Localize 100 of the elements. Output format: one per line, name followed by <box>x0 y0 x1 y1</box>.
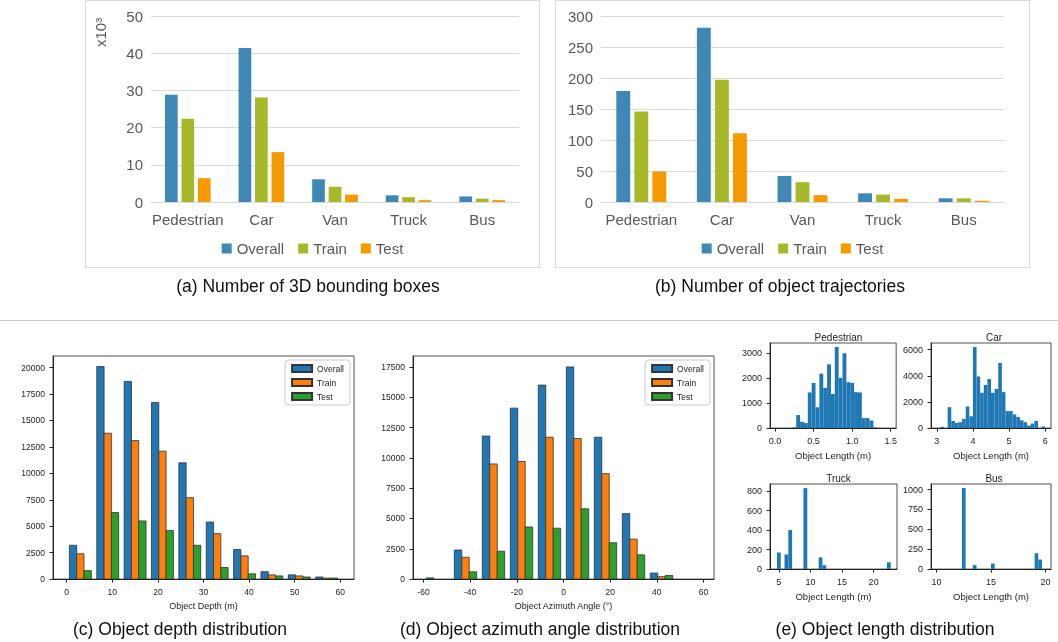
x-tick-label: Van <box>789 211 816 228</box>
y-tick-label: 1000 <box>741 398 762 408</box>
bar <box>894 198 909 202</box>
bar <box>696 27 711 202</box>
x-tick-label: 60 <box>698 586 709 597</box>
x-tick-label: 0.0 <box>768 435 782 446</box>
y-tick-label: 7500 <box>26 494 46 505</box>
x-tick-label: 40 <box>244 586 255 597</box>
legend-label: Test <box>855 240 885 257</box>
bar <box>197 178 211 202</box>
legend-label: Train <box>793 240 827 257</box>
legend-label: Test <box>375 240 405 257</box>
x-tick-label: 60 <box>335 586 346 597</box>
x-axis-title: Object Length (m) <box>952 590 1030 602</box>
bar <box>652 171 667 202</box>
y-tick-label: 50 <box>576 162 593 180</box>
x-axis-title: Object Length (m) <box>795 449 872 461</box>
x-tick-label: 15 <box>986 576 997 587</box>
x-tick-label: 20 <box>868 576 879 587</box>
y-tick-label: 600 <box>746 505 762 516</box>
bar <box>858 193 872 202</box>
x-tick-label: 30 <box>198 586 209 597</box>
y-tick-label: 1000 <box>902 484 924 495</box>
y-tick-label: 150 <box>567 100 593 118</box>
x-tick-label: -20 <box>510 586 524 597</box>
y-tick-label: 500 <box>907 524 924 535</box>
legend-label: Test <box>317 391 334 402</box>
x-tick-label: Pedestrian <box>605 211 678 228</box>
legend-label: Overall <box>677 363 705 374</box>
x-tick-label: Car <box>709 211 734 228</box>
x-tick-label: 5 <box>1006 435 1012 446</box>
bar <box>164 94 178 202</box>
x-tick-label: 15 <box>837 576 848 587</box>
legend-label: Overall <box>317 363 345 374</box>
x-tick-label: Car <box>249 211 274 228</box>
y-tick-label: 0 <box>134 193 143 211</box>
bar <box>402 197 415 202</box>
x-tick-label: 10 <box>107 586 118 597</box>
y-tick-label: 10 <box>126 156 143 174</box>
bar <box>345 194 358 202</box>
x-tick-label: -60 <box>417 586 430 597</box>
y-tick-label: 0 <box>756 564 762 575</box>
y-tick-label: 0 <box>918 423 924 434</box>
x-tick-label: Bus <box>950 211 977 228</box>
y-tick-label: 5000 <box>386 513 406 524</box>
y-tick-label: 15000 <box>21 415 46 426</box>
chart-title: Truck <box>826 472 852 484</box>
y-tick-label: 10000 <box>21 468 46 479</box>
y-tick-label: 750 <box>907 504 924 515</box>
x-axis-title: Object Length (m) <box>952 449 1030 461</box>
chart-title: Pedestrian <box>814 331 863 343</box>
x-axis-title: Object Length (m) <box>795 590 872 602</box>
y-tick-label: 5000 <box>26 521 46 532</box>
x-tick-label: 10 <box>931 576 942 587</box>
x-tick-label: 0.5 <box>807 435 820 446</box>
y-tick-label: 3000 <box>741 347 762 358</box>
y-tick-label: 30 <box>126 81 143 99</box>
x-tick-label: Van <box>322 211 348 228</box>
bar <box>714 79 729 202</box>
y-tick-label: 2000 <box>741 372 762 383</box>
y-tick-label: 15000 <box>381 392 406 403</box>
y-tick-label: 0 <box>918 564 924 575</box>
bar <box>475 198 489 202</box>
chart-title: Car <box>985 331 1003 343</box>
bar <box>459 196 473 202</box>
x-tick-label: 20 <box>153 586 163 597</box>
legend-label: Test <box>677 391 694 402</box>
y-tick-label: 20 <box>126 119 143 137</box>
x-tick-label: 3 <box>934 435 940 446</box>
bar <box>956 198 971 202</box>
y-tick-label: 100 <box>567 131 593 149</box>
bar <box>634 111 649 202</box>
y-tick-label: 17500 <box>381 361 406 372</box>
y-tick-label: 300 <box>567 7 593 25</box>
y-tick-label: 4000 <box>902 370 924 381</box>
y-tick-label: 12500 <box>381 422 406 433</box>
x-axis-title: Object Azimuth Angle (°) <box>514 600 613 611</box>
y-tick-label: 0 <box>584 193 593 211</box>
bar <box>271 152 285 202</box>
y-tick-label: 2500 <box>386 543 406 554</box>
y-tick-label: 12500 <box>21 441 46 452</box>
x-tick-label: Truck <box>864 211 903 228</box>
y-tick-label: 2000 <box>902 396 924 407</box>
legend-label: Train <box>677 377 697 388</box>
bar <box>312 179 325 202</box>
y-tick-label: 20000 <box>21 362 46 373</box>
y-tick-label: 17500 <box>21 389 46 400</box>
x-tick-label: 20 <box>605 586 616 597</box>
y-tick-label: 10000 <box>381 452 406 463</box>
x-tick-label: Bus <box>469 211 496 228</box>
y-tick-label: 50 <box>126 7 143 25</box>
bar <box>777 175 792 202</box>
x-tick-label: 50 <box>289 586 300 597</box>
x-tick-label: Pedestrian <box>151 211 224 228</box>
x-tick-label: 1.0 <box>845 435 859 446</box>
x-axis-title: Object Depth (m) <box>169 600 238 611</box>
y-tick-label: 400 <box>746 525 762 536</box>
y-tick-label: 7500 <box>386 483 406 494</box>
bar <box>733 133 747 202</box>
legend-label: Overall <box>236 240 285 257</box>
